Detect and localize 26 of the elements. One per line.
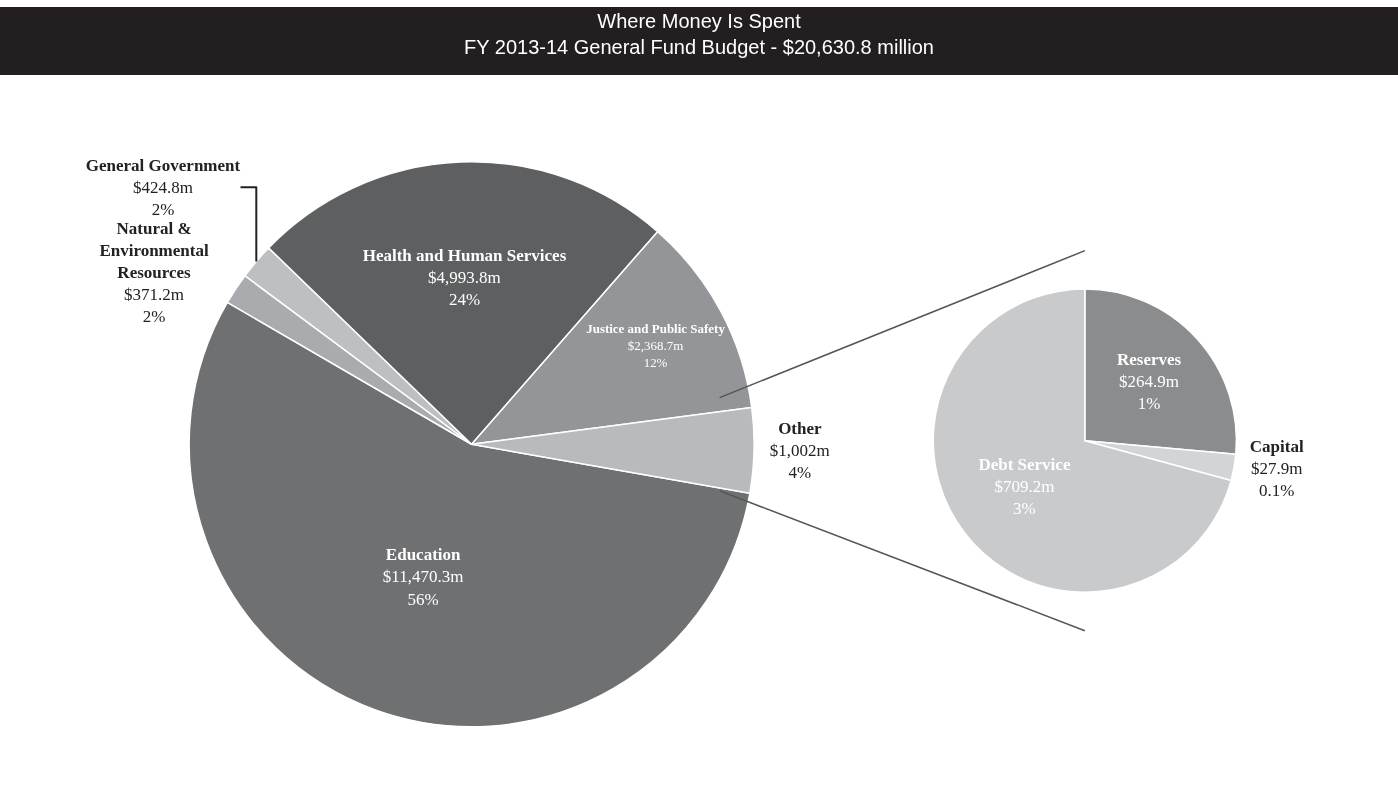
- slice-label: Other: [778, 418, 823, 438]
- slice-label: Natural & Environmental Resources: [99, 218, 209, 283]
- data-label: $2,368.7m: [627, 337, 684, 353]
- data-label: $1,002m: [769, 440, 830, 460]
- data-label: $264.9m: [1119, 372, 1180, 392]
- slice-label: Capital: [1249, 436, 1304, 456]
- slice-label: Health and Human Services: [362, 245, 567, 265]
- slice-label: General Government: [85, 155, 241, 175]
- slice-label: Education: [385, 545, 461, 565]
- slice-label: Justice and Public Safety: [586, 321, 726, 337]
- chart-title: Where Money Is Spent: [597, 10, 802, 32]
- text: 56%: [407, 589, 439, 609]
- text: 0.1%: [1259, 481, 1295, 501]
- text: 12%: [643, 354, 668, 370]
- text: 2%: [142, 307, 166, 327]
- text: 24%: [448, 289, 481, 309]
- text: 1%: [1137, 394, 1161, 414]
- text: 2%: [151, 199, 175, 219]
- data-label: $4,993.8m: [428, 267, 501, 287]
- slice-label: Reserves: [1116, 350, 1182, 370]
- text: 4%: [788, 463, 812, 483]
- data-label: $371.2m: [124, 285, 185, 305]
- data-label: $424.8m: [132, 177, 193, 197]
- data-label: $27.9m: [1251, 458, 1303, 478]
- chart-subtitle: FY 2013-14 General Fund Budget - $20,630.8 million: [464, 36, 934, 58]
- data-label: $11,470.3m: [382, 567, 464, 587]
